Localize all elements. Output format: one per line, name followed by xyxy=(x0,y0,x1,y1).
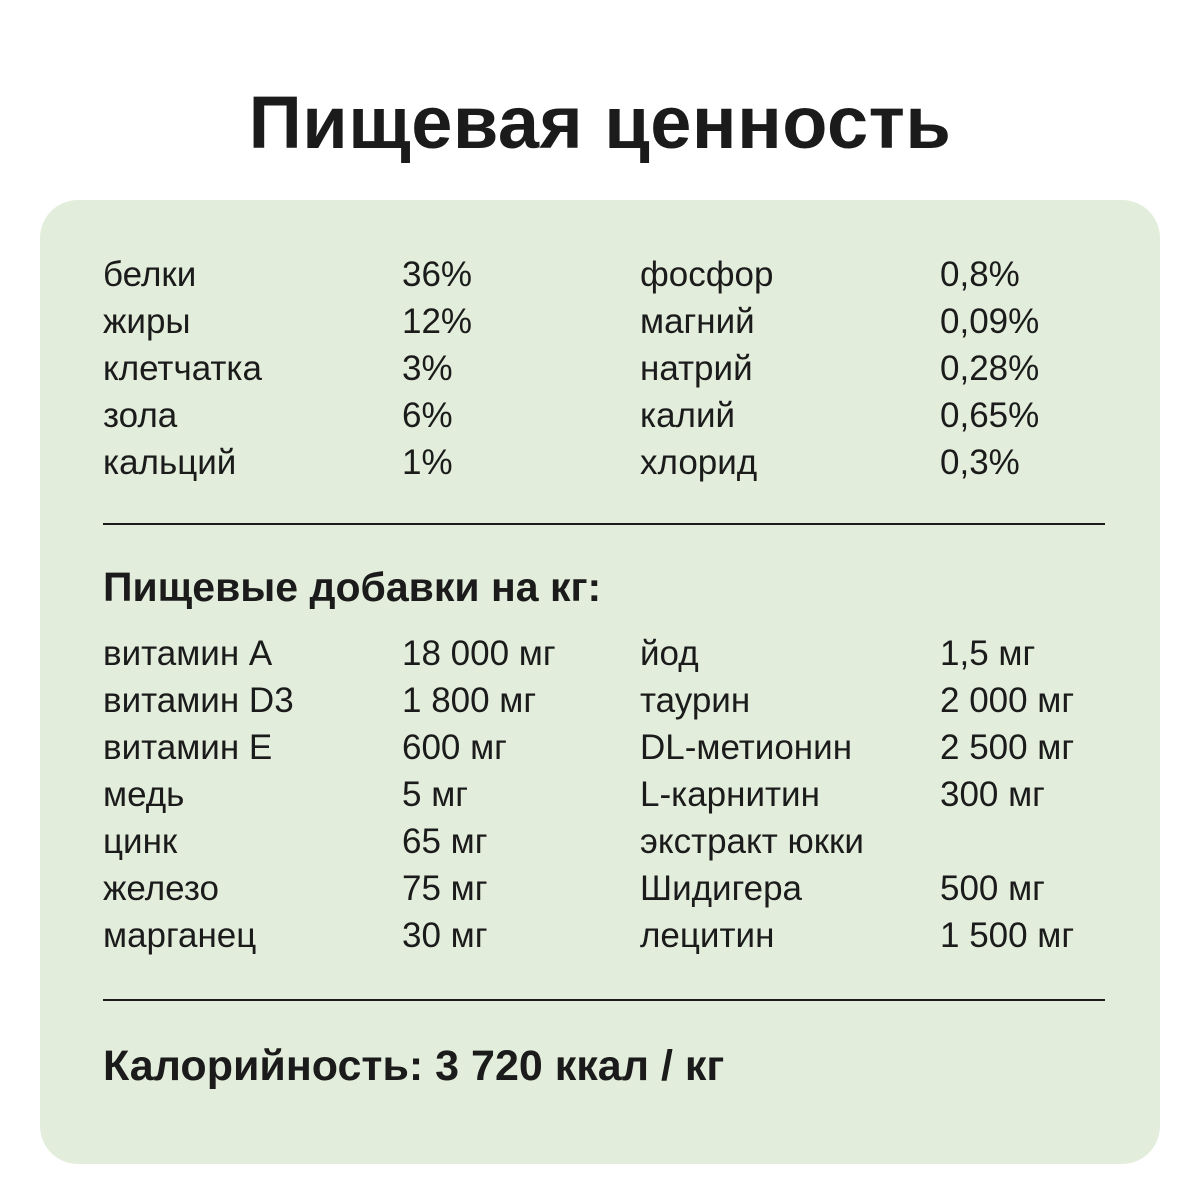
additive-name: экстракт юкки xyxy=(640,822,864,861)
additive-name: таурин xyxy=(640,681,751,720)
additive-value: 1 800 мг xyxy=(402,681,537,720)
nutrition-panel: белки 36% фосфор 0,8% жиры 12% магний 0,… xyxy=(40,200,1160,1164)
additive-name: марганец xyxy=(103,916,257,955)
nutrient-name: фосфор xyxy=(640,255,774,294)
table-row: марганец 30 мг лецитин 1 500 мг xyxy=(40,912,1160,959)
additive-value: 75 мг xyxy=(402,869,488,908)
nutrient-value: 0,28% xyxy=(940,349,1040,388)
additive-name: медь xyxy=(103,775,185,814)
nutrient-value: 0,8% xyxy=(940,255,1020,294)
additive-value: 65 мг xyxy=(402,822,488,861)
additives-heading: Пищевые добавки на кг: xyxy=(103,564,602,610)
table-row: белки 36% фосфор 0,8% xyxy=(40,251,1160,298)
additive-name: йод xyxy=(640,634,699,673)
table-row: железо 75 мг Шидигера 500 мг xyxy=(40,865,1160,912)
additive-value: 600 мг xyxy=(402,728,507,767)
table-row: витамин D3 1 800 мг таурин 2 000 мг xyxy=(40,677,1160,724)
nutrient-name: натрий xyxy=(640,349,753,388)
additive-name: DL-метионин xyxy=(640,728,853,767)
additive-value: 1 500 мг xyxy=(940,916,1075,955)
nutrient-value: 3% xyxy=(402,349,453,388)
nutrient-name: хлорид xyxy=(640,443,758,482)
calories-text: Калорийность: 3 720 ккал / кг xyxy=(103,1042,725,1090)
nutrient-value: 1% xyxy=(402,443,453,482)
nutrient-name: калий xyxy=(640,396,736,435)
nutrient-name: зола xyxy=(103,396,178,435)
page-title: Пищевая ценность xyxy=(248,81,952,164)
table-row: зола 6% калий 0,65% xyxy=(40,392,1160,439)
additive-value: 30 мг xyxy=(402,916,488,955)
additive-value: 2 500 мг xyxy=(940,728,1075,767)
additive-value: 5 мг xyxy=(402,775,469,814)
additive-name: витамин А xyxy=(103,634,273,673)
additive-name: витамин Е xyxy=(103,728,273,767)
additive-name: лецитин xyxy=(640,916,775,955)
section-divider xyxy=(103,999,1105,1001)
table-row: кальций 1% хлорид 0,3% xyxy=(40,439,1160,486)
section-divider xyxy=(103,523,1105,525)
table-row: жиры 12% магний 0,09% xyxy=(40,298,1160,345)
additive-name: Шидигера xyxy=(640,869,802,908)
table-row: цинк 65 мг экстракт юкки xyxy=(40,818,1160,865)
nutrient-value: 0,09% xyxy=(940,302,1040,341)
table-row: клетчатка 3% натрий 0,28% xyxy=(40,345,1160,392)
nutrient-value: 0,65% xyxy=(940,396,1040,435)
nutrient-name: кальций xyxy=(103,443,237,482)
nutrient-name: магний xyxy=(640,302,755,341)
nutrient-value: 6% xyxy=(402,396,453,435)
additive-value: 2 000 мг xyxy=(940,681,1075,720)
additive-value: 18 000 мг xyxy=(402,634,556,673)
additive-value: 1,5 мг xyxy=(940,634,1036,673)
table-row: витамин Е 600 мг DL-метионин 2 500 мг xyxy=(40,724,1160,771)
nutrient-value: 12% xyxy=(402,302,473,341)
additive-name: железо xyxy=(103,869,219,908)
additive-name: витамин D3 xyxy=(103,681,294,720)
nutrient-name: белки xyxy=(103,255,197,294)
table-row: витамин А 18 000 мг йод 1,5 мг xyxy=(40,630,1160,677)
table-row: медь 5 мг L-карнитин 300 мг xyxy=(40,771,1160,818)
additive-name: L-карнитин xyxy=(640,775,820,814)
additive-value: 500 мг xyxy=(940,869,1045,908)
nutrient-name: жиры xyxy=(103,302,191,341)
additive-name: цинк xyxy=(103,822,178,861)
nutrient-name: клетчатка xyxy=(103,349,262,388)
nutrient-value: 0,3% xyxy=(940,443,1020,482)
additive-value: 300 мг xyxy=(940,775,1045,814)
nutrient-value: 36% xyxy=(402,255,473,294)
